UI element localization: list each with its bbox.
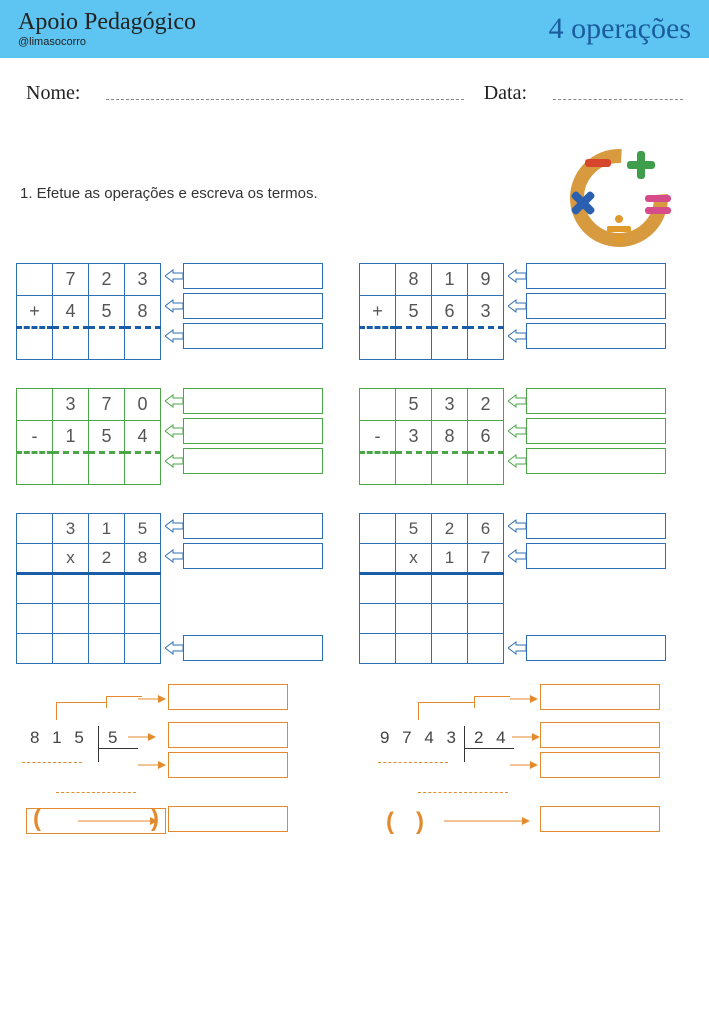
term-box[interactable] — [526, 323, 666, 349]
subtraction-term-labels — [508, 388, 666, 474]
addition-row: 723 +458 819 +563 — [16, 263, 693, 360]
multiplication-row: 315 x28 526 x17 — [16, 513, 693, 664]
term-box[interactable] — [168, 684, 288, 710]
dividend: 9 7 4 3 — [380, 728, 460, 748]
division-problem-2: 9 7 4 3 2 4 () — [372, 692, 692, 852]
term-box[interactable] — [168, 722, 288, 748]
term-box[interactable] — [526, 513, 666, 539]
addition-grid[interactable]: 819 +563 — [359, 263, 504, 360]
subtraction-problem-2: 532 -386 — [359, 388, 666, 485]
operations-icon — [549, 133, 689, 253]
term-box[interactable] — [183, 323, 323, 349]
term-box[interactable] — [183, 635, 323, 661]
addition-grid[interactable]: 723 +458 — [16, 263, 161, 360]
multiplication-problem-2: 526 x17 — [359, 513, 666, 664]
addition-term-labels — [165, 263, 323, 349]
banner-title: Apoio Pedagógico — [18, 10, 196, 34]
subtraction-grid[interactable]: 370 -154 — [16, 388, 161, 485]
subtraction-problem-1: 370 -154 — [16, 388, 323, 485]
divisor: 5 — [108, 728, 121, 748]
dividend: 8 1 5 — [30, 728, 88, 748]
worksheet-body: 723 +458 819 +563 370 -154 — [0, 263, 709, 852]
term-box[interactable] — [540, 722, 660, 748]
term-box[interactable] — [540, 806, 660, 832]
term-box[interactable] — [526, 418, 666, 444]
term-box[interactable] — [526, 263, 666, 289]
addition-term-labels — [508, 263, 666, 349]
term-box[interactable] — [183, 418, 323, 444]
header-banner: Apoio Pedagógico @limasocorro 4 operaçõe… — [0, 0, 709, 58]
term-box[interactable] — [183, 513, 323, 539]
term-box[interactable] — [183, 293, 323, 319]
term-box[interactable] — [526, 293, 666, 319]
term-box[interactable] — [540, 752, 660, 778]
term-box[interactable] — [183, 388, 323, 414]
divisor: 2 4 — [474, 728, 510, 748]
addition-problem-1: 723 +458 — [16, 263, 323, 360]
term-box[interactable] — [183, 543, 323, 569]
banner-right-title: 4 operações — [549, 12, 691, 46]
instruction-text: 1. Efetue as operações e escreva os term… — [20, 185, 549, 202]
data-label: Data: — [484, 82, 527, 105]
multiplication-term-labels — [165, 513, 323, 661]
multiplication-grid[interactable]: 526 x17 — [359, 513, 504, 664]
data-input-line[interactable] — [553, 82, 683, 100]
banner-handle: @limasocorro — [18, 36, 196, 48]
term-box[interactable] — [526, 448, 666, 474]
instruction-row: 1. Efetue as operações e escreva os term… — [0, 113, 709, 263]
multiplication-grid[interactable]: 315 x28 — [16, 513, 161, 664]
term-box[interactable] — [526, 388, 666, 414]
multiplication-term-labels — [508, 513, 666, 661]
subtraction-term-labels — [165, 388, 323, 474]
multiplication-problem-1: 315 x28 — [16, 513, 323, 664]
term-box[interactable] — [168, 752, 288, 778]
banner-left-group: Apoio Pedagógico @limasocorro — [18, 10, 196, 48]
term-box[interactable] — [540, 684, 660, 710]
name-date-row: Nome: Data: — [0, 58, 709, 113]
division-row: 8 1 5 5 ( ) 9 7 4 3 2 4 — [16, 692, 693, 852]
term-box[interactable] — [526, 543, 666, 569]
term-box[interactable] — [168, 806, 288, 832]
nome-label: Nome: — [26, 82, 80, 105]
nome-input-line[interactable] — [106, 82, 463, 100]
addition-problem-2: 819 +563 — [359, 263, 666, 360]
term-box[interactable] — [526, 635, 666, 661]
subtraction-grid[interactable]: 532 -386 — [359, 388, 504, 485]
subtraction-row: 370 -154 532 -386 — [16, 388, 693, 485]
term-box[interactable] — [183, 263, 323, 289]
term-box[interactable] — [183, 448, 323, 474]
division-problem-1: 8 1 5 5 ( ) — [16, 692, 336, 852]
